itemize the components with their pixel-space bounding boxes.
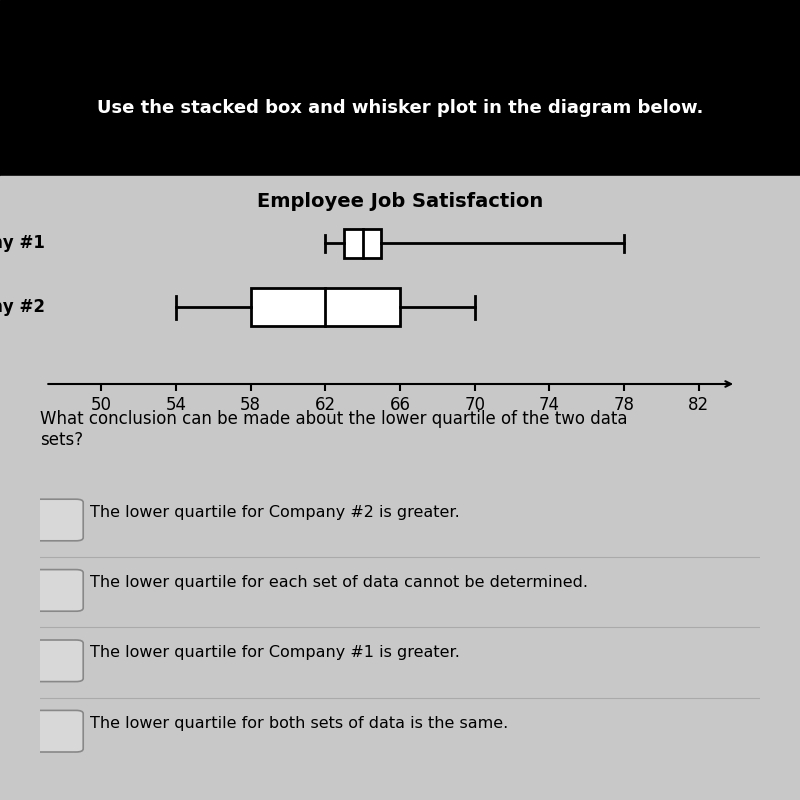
FancyBboxPatch shape <box>33 499 83 541</box>
Bar <box>250 288 400 326</box>
Text: The lower quartile for Company #1 is greater.: The lower quartile for Company #1 is gre… <box>90 646 460 660</box>
Text: Company #2: Company #2 <box>0 298 46 316</box>
Text: What conclusion can be made about the lower quartile of the two data
sets?: What conclusion can be made about the lo… <box>40 410 627 449</box>
Bar <box>0 176 800 800</box>
Text: The lower quartile for each set of data cannot be determined.: The lower quartile for each set of data … <box>90 575 588 590</box>
Bar <box>0 0 800 176</box>
FancyBboxPatch shape <box>33 640 83 682</box>
FancyBboxPatch shape <box>33 710 83 752</box>
Text: Use the stacked box and whisker plot in the diagram below.: Use the stacked box and whisker plot in … <box>97 99 703 117</box>
Text: The lower quartile for Company #2 is greater.: The lower quartile for Company #2 is gre… <box>90 505 460 519</box>
Text: Company #1: Company #1 <box>0 234 46 252</box>
Text: Employee Job Satisfaction: Employee Job Satisfaction <box>257 192 543 211</box>
FancyBboxPatch shape <box>33 570 83 611</box>
Text: The lower quartile for both sets of data is the same.: The lower quartile for both sets of data… <box>90 716 509 730</box>
Bar <box>344 229 382 258</box>
